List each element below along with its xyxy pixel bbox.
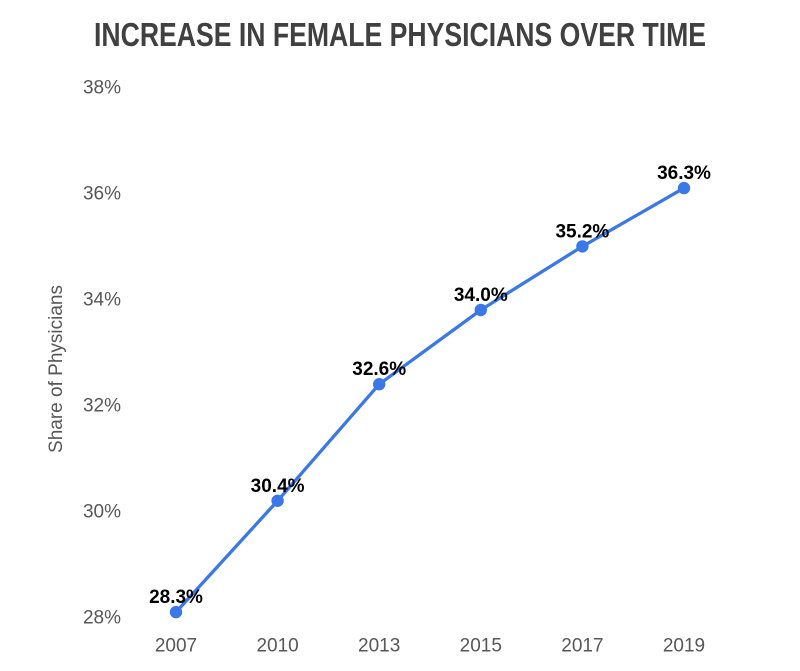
data-point-marker[interactable] bbox=[271, 494, 284, 507]
data-point-marker[interactable] bbox=[677, 181, 691, 195]
y-axis-tick-label: 38% bbox=[83, 78, 121, 99]
series-line bbox=[174, 186, 686, 614]
data-point-label: 32.6% bbox=[352, 359, 406, 380]
data-point-marker[interactable] bbox=[373, 378, 386, 391]
y-axis-tick-label: 28% bbox=[83, 608, 121, 629]
x-axis-tick-label: 2015 bbox=[460, 636, 502, 657]
data-point-marker[interactable] bbox=[576, 240, 589, 253]
x-axis-tick-label: 2007 bbox=[155, 636, 197, 657]
data-point-label: 28.3% bbox=[149, 587, 203, 608]
x-axis-tick-label: 2013 bbox=[358, 636, 400, 657]
chart-title: INCREASE IN FEMALE PHYSICIANS OVER TIME bbox=[94, 16, 706, 53]
y-axis-tick-label: 30% bbox=[83, 502, 121, 523]
data-point-label: 34.0% bbox=[454, 285, 508, 306]
y-axis-tick-label: 32% bbox=[83, 396, 121, 417]
x-axis-tick-label: 2010 bbox=[256, 636, 298, 657]
y-axis-tick-label: 36% bbox=[83, 184, 121, 205]
data-point-marker[interactable] bbox=[169, 605, 183, 619]
data-point-label: 35.2% bbox=[555, 221, 609, 242]
y-axis-title: Share of Physicians bbox=[46, 285, 67, 453]
data-point-label: 30.4% bbox=[251, 476, 305, 497]
y-axis-tick-label: 34% bbox=[83, 290, 121, 311]
data-point-label: 36.3% bbox=[657, 163, 711, 184]
x-axis-tick-label: 2019 bbox=[663, 636, 705, 657]
data-point-marker[interactable] bbox=[474, 303, 487, 317]
plot-area: 38% 36% 34% 32% 30% 28% 2007 2010 2013 2015 2017 20… bbox=[83, 78, 711, 657]
x-axis-tick-label: 2017 bbox=[561, 636, 603, 657]
